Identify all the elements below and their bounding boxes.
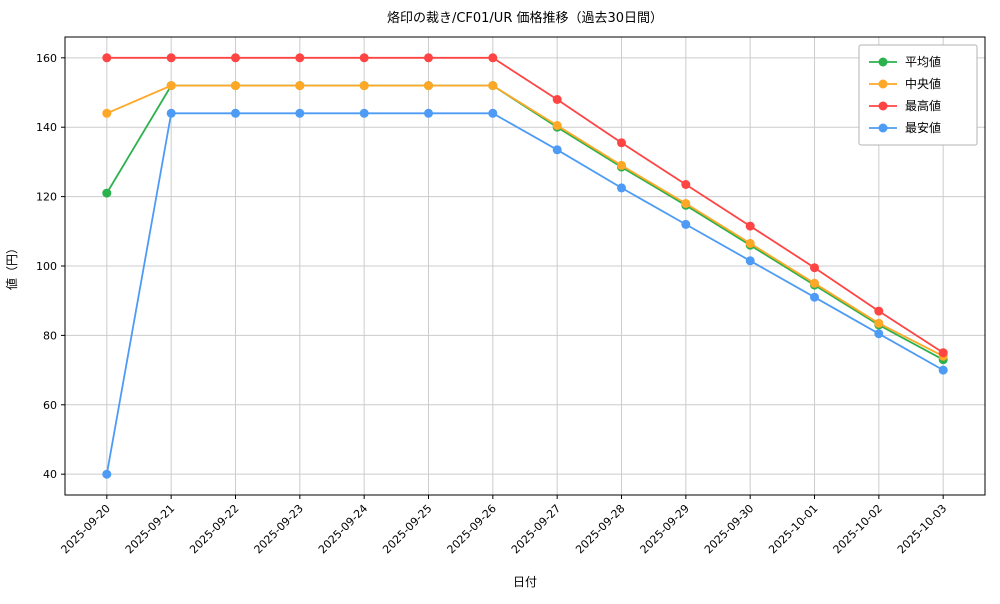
data-point-marker xyxy=(102,188,112,198)
legend-marker-sample xyxy=(878,123,888,133)
data-point-marker xyxy=(617,138,626,148)
data-point-marker xyxy=(102,469,112,479)
data-point-marker xyxy=(102,108,112,118)
data-point-marker xyxy=(424,81,433,91)
data-point-marker xyxy=(874,329,884,339)
data-point-marker xyxy=(938,365,948,375)
legend-marker-sample xyxy=(878,57,888,67)
series-line-2 xyxy=(105,56,945,354)
data-point-marker xyxy=(874,318,884,328)
data-point-marker xyxy=(681,180,691,189)
data-point-marker xyxy=(552,145,562,155)
data-point-marker xyxy=(166,81,176,91)
legend-label: 最高値 xyxy=(905,98,941,113)
y-tick-label: 100 xyxy=(36,260,57,273)
data-point-marker xyxy=(359,81,369,91)
y-tick-label: 40 xyxy=(43,468,57,481)
data-point-marker xyxy=(810,292,819,302)
series-line-1 xyxy=(105,84,945,358)
data-point-marker xyxy=(359,53,369,63)
chart-title: 烙印の裁き/CF01/UR 価格推移（過去30日間） xyxy=(387,10,663,26)
data-point-marker xyxy=(488,81,498,91)
data-point-marker xyxy=(424,108,433,118)
data-point-marker xyxy=(166,53,176,63)
data-point-marker xyxy=(552,95,562,104)
data-point-marker xyxy=(295,81,305,91)
data-point-marker xyxy=(745,221,755,231)
data-point-marker xyxy=(359,108,369,118)
data-point-marker xyxy=(295,53,305,63)
y-axis-label: 値（円） xyxy=(4,242,19,290)
data-point-marker xyxy=(488,53,498,63)
data-point-marker xyxy=(295,108,305,118)
data-point-marker xyxy=(488,108,498,118)
data-point-marker xyxy=(231,81,240,91)
y-tick-label: 140 xyxy=(36,121,57,134)
legend-marker-sample xyxy=(878,101,888,111)
x-axis-label: 日付 xyxy=(513,575,537,589)
legend-label: 平均値 xyxy=(905,54,941,69)
data-point-marker xyxy=(552,121,562,130)
data-point-marker xyxy=(745,256,755,266)
legend-label: 中央値 xyxy=(905,76,941,91)
data-point-marker xyxy=(231,108,240,118)
legend-marker-sample xyxy=(878,79,888,89)
data-point-marker xyxy=(745,238,755,248)
data-point-marker xyxy=(938,348,948,358)
data-point-marker xyxy=(810,263,819,273)
legend-box xyxy=(858,44,978,146)
data-point-marker xyxy=(681,219,691,229)
data-point-marker xyxy=(617,160,626,170)
data-point-marker xyxy=(166,108,176,118)
data-point-marker xyxy=(617,183,626,193)
y-tick-label: 120 xyxy=(36,191,57,204)
series-line-3 xyxy=(105,112,945,476)
data-point-marker xyxy=(231,53,240,63)
y-tick-label: 160 xyxy=(36,52,57,65)
legend-label: 最安値 xyxy=(905,120,941,135)
data-point-marker xyxy=(874,306,884,316)
data-point-marker xyxy=(810,278,819,288)
data-point-marker xyxy=(681,199,691,208)
data-point-marker xyxy=(424,53,433,63)
y-tick-label: 60 xyxy=(43,399,57,412)
data-point-marker xyxy=(102,53,112,63)
y-tick-label: 80 xyxy=(43,329,57,342)
